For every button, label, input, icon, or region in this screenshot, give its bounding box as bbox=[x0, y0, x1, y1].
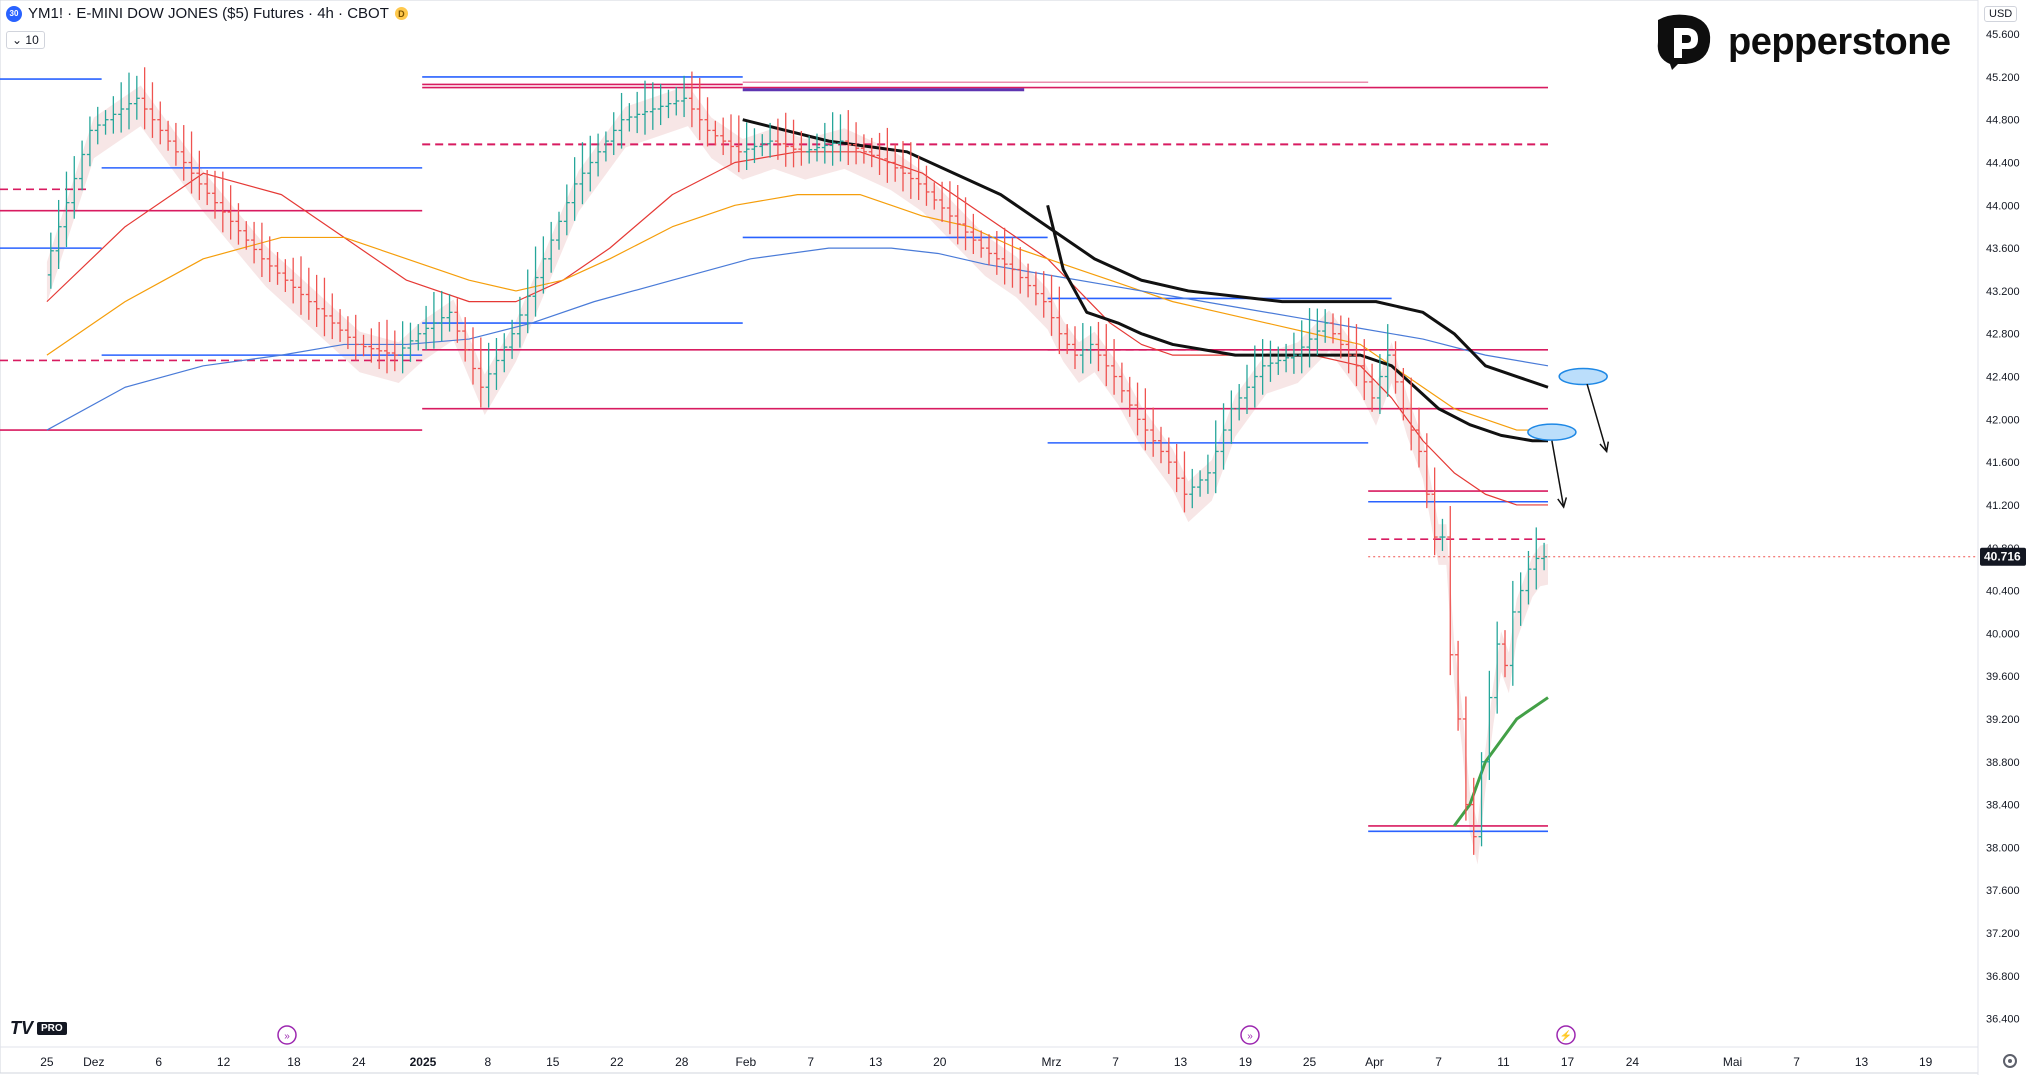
chevron-down-icon: ⌄ bbox=[12, 33, 23, 47]
x-tick-label: 24 bbox=[1626, 1055, 1640, 1069]
y-tick-label: 36.800 bbox=[1986, 971, 2020, 983]
data-badge[interactable]: D bbox=[394, 7, 408, 20]
brand-name: pepperstone bbox=[1728, 20, 1951, 63]
pro-badge: PRO bbox=[37, 1022, 67, 1035]
x-tick-label: 19 bbox=[1239, 1055, 1253, 1069]
x-tick-label: Feb bbox=[736, 1055, 757, 1069]
x-tick-label: 2025 bbox=[410, 1055, 437, 1069]
y-tick-label: 38.400 bbox=[1986, 800, 2020, 812]
plot-frame bbox=[0, 0, 1979, 1074]
y-tick-label: 44.800 bbox=[1986, 115, 2020, 127]
lightning-icon[interactable] bbox=[1556, 1025, 1576, 1045]
y-tick-label: 42.000 bbox=[1986, 414, 2020, 426]
y-tick-label: 43.200 bbox=[1986, 286, 2020, 298]
tv-mark: TV bbox=[10, 1018, 34, 1038]
y-tick-label: 38.800 bbox=[1986, 757, 2020, 769]
x-tick-label: Mrz bbox=[1042, 1055, 1062, 1069]
last-price-badge bbox=[1980, 547, 2026, 566]
y-tick-label: 39.600 bbox=[1986, 671, 2020, 683]
replay-icon-glyph: » bbox=[284, 1031, 290, 1042]
x-tick-label: 19 bbox=[1919, 1055, 1933, 1069]
x-tick-label: 13 bbox=[869, 1055, 883, 1069]
y-tick-label: 45.200 bbox=[1986, 72, 2020, 84]
x-tick-label: 20 bbox=[933, 1055, 947, 1069]
moving-average-orange bbox=[46, 194, 1548, 431]
symbol-badge: 30 bbox=[6, 5, 22, 22]
collapse-toggle[interactable]: ⌄ 10 bbox=[6, 31, 45, 49]
y-tick-label: 44.400 bbox=[1986, 158, 2020, 170]
price-bars bbox=[47, 67, 1548, 855]
y-tick-label: 37.600 bbox=[1986, 885, 2020, 897]
x-tick-label: 13 bbox=[1855, 1055, 1869, 1069]
x-tick-label: 8 bbox=[485, 1055, 492, 1069]
y-tick-label: 42.400 bbox=[1986, 372, 2020, 384]
y-tick-label: 38.000 bbox=[1986, 842, 2020, 854]
currency-selector[interactable]: USD bbox=[1984, 6, 2018, 22]
x-tick-label: 25 bbox=[1303, 1055, 1317, 1069]
x-tick-label: 7 bbox=[807, 1055, 814, 1069]
moving-average-red bbox=[46, 151, 1548, 506]
replay-icon[interactable] bbox=[1240, 1025, 1260, 1045]
y-tick-label: 39.200 bbox=[1986, 714, 2020, 726]
x-tick-label: 12 bbox=[217, 1055, 231, 1069]
settings-icon[interactable] bbox=[2003, 1054, 2017, 1068]
x-tick-label: 7 bbox=[1112, 1055, 1119, 1069]
tradingview-logo[interactable]: TV PRO bbox=[10, 1018, 67, 1039]
indicator-count: 10 bbox=[25, 33, 39, 47]
target-ellipse-0 bbox=[1558, 367, 1608, 386]
x-tick-label: 6 bbox=[155, 1055, 162, 1069]
x-tick-label: Dez bbox=[83, 1055, 104, 1069]
moving-average-black-2 bbox=[1046, 204, 1548, 443]
y-tick-label: 42.800 bbox=[1986, 329, 2020, 341]
x-tick-label: 17 bbox=[1561, 1055, 1575, 1069]
x-tick-label: 25 bbox=[40, 1055, 54, 1069]
y-tick-label: 45.600 bbox=[1986, 29, 2020, 41]
y-tick-label: 37.200 bbox=[1986, 928, 2020, 940]
x-tick-label: 7 bbox=[1435, 1055, 1442, 1069]
replay-icon-glyph: » bbox=[1247, 1031, 1253, 1042]
y-tick-label: 40.400 bbox=[1986, 586, 2020, 598]
y-tick-label: 36.400 bbox=[1986, 1014, 2020, 1026]
x-tick-label: 11 bbox=[1497, 1055, 1510, 1069]
y-tick-label: 44.000 bbox=[1986, 200, 2020, 212]
trend-ribbon bbox=[46, 85, 1549, 865]
x-tick-label: 24 bbox=[352, 1055, 366, 1069]
x-tick-label: 13 bbox=[1174, 1055, 1188, 1069]
chart-header[interactable]: 30 YM1! · E-MINI DOW JONES ($5) Futures … bbox=[6, 5, 408, 22]
y-tick-label: 41.600 bbox=[1986, 457, 2020, 469]
arrow-head bbox=[1599, 441, 1610, 454]
y-tick-label: 40.000 bbox=[1986, 628, 2020, 640]
replay-icon[interactable] bbox=[277, 1025, 297, 1045]
arrow-icon bbox=[1551, 440, 1565, 508]
target-ellipse-1 bbox=[1527, 423, 1577, 441]
x-tick-label: 7 bbox=[1793, 1055, 1800, 1069]
x-tick-label: 22 bbox=[610, 1055, 624, 1069]
x-tick-label: 15 bbox=[546, 1055, 560, 1069]
y-tick-label: 41.200 bbox=[1986, 500, 2020, 512]
moving-average-blue bbox=[46, 247, 1549, 431]
x-tick-label: 28 bbox=[675, 1055, 689, 1069]
moving-average-black bbox=[742, 118, 1549, 389]
arrow-head bbox=[1557, 497, 1568, 509]
x-tick-label: 18 bbox=[287, 1055, 301, 1069]
y-tick-label: 43.600 bbox=[1986, 243, 2020, 255]
arrow-icon bbox=[1586, 383, 1608, 452]
lightning-icon-glyph: ⚡ bbox=[1560, 1029, 1572, 1042]
moving-average-green bbox=[1452, 696, 1549, 827]
pepperstone-logo-icon bbox=[1657, 14, 1711, 71]
x-tick-label: Mai bbox=[1723, 1055, 1742, 1069]
x-tick-label: Apr bbox=[1365, 1055, 1384, 1069]
chart-title[interactable]: YM1! · E-MINI DOW JONES ($5) Futures · 4… bbox=[28, 5, 389, 22]
brand-logo: pepperstone bbox=[1652, 12, 1951, 72]
last-price-label: 40.716 bbox=[1984, 550, 2021, 564]
